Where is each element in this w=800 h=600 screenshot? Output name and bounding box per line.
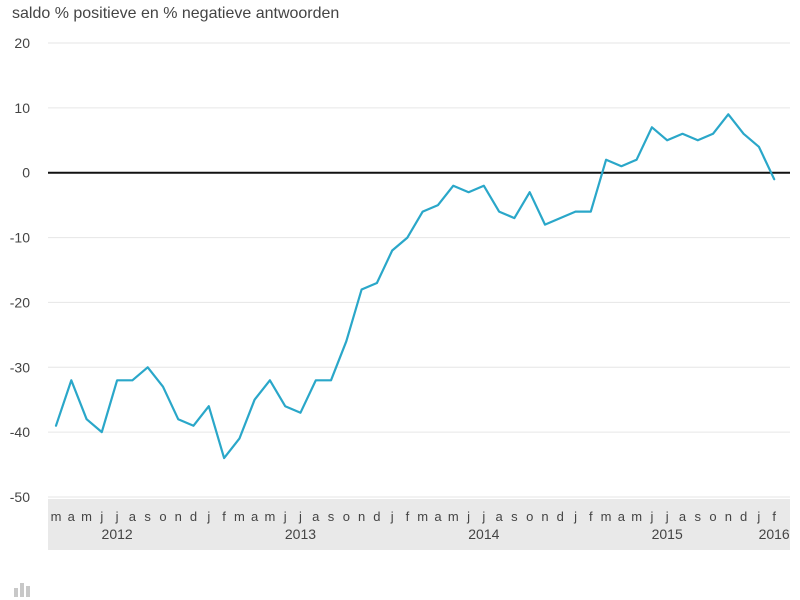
x-tick-label: d — [373, 509, 380, 524]
y-tick-label: 20 — [14, 35, 30, 51]
x-year-label: 2012 — [102, 526, 133, 542]
x-tick-label: j — [206, 509, 210, 524]
x-tick-label: o — [526, 509, 533, 524]
x-year-label: 2013 — [285, 526, 316, 542]
x-tick-label: a — [618, 509, 626, 524]
x-tick-label: j — [756, 509, 760, 524]
x-year-label: 2014 — [468, 526, 499, 542]
x-tick-label: n — [541, 509, 548, 524]
y-tick-label: -40 — [10, 424, 30, 440]
x-tick-label: n — [725, 509, 732, 524]
x-tick-label: f — [222, 509, 226, 524]
x-tick-label: j — [283, 509, 287, 524]
x-tick-label: d — [190, 509, 197, 524]
x-tick-label: f — [406, 509, 410, 524]
x-tick-label: m — [81, 509, 92, 524]
y-tick-label: -20 — [10, 294, 30, 310]
y-tick-label: -50 — [10, 489, 30, 505]
x-tick-label: j — [481, 509, 485, 524]
x-tick-label: f — [589, 509, 593, 524]
x-tick-label: j — [99, 509, 103, 524]
x-year-label: 2016 — [759, 526, 790, 542]
y-tick-label: 0 — [22, 165, 30, 181]
x-tick-label: a — [251, 509, 259, 524]
x-tick-label: o — [709, 509, 716, 524]
x-tick-label: o — [159, 509, 166, 524]
x-tick-label: a — [68, 509, 76, 524]
y-tick-label: -10 — [10, 230, 30, 246]
x-tick-label: o — [343, 509, 350, 524]
x-tick-label: a — [434, 509, 442, 524]
x-axis-band — [48, 499, 790, 550]
x-tick-label: m — [631, 509, 642, 524]
x-tick-label: m — [264, 509, 275, 524]
y-tick-label: -30 — [10, 359, 30, 375]
x-tick-label: j — [390, 509, 394, 524]
x-tick-label: a — [679, 509, 687, 524]
x-tick-label: f — [772, 509, 776, 524]
x-year-label: 2015 — [652, 526, 683, 542]
x-tick-label: s — [328, 509, 335, 524]
x-tick-label: m — [448, 509, 459, 524]
x-tick-label: m — [51, 509, 62, 524]
x-tick-label: s — [511, 509, 518, 524]
x-tick-label: j — [573, 509, 577, 524]
x-tick-label: m — [601, 509, 612, 524]
x-tick-label: j — [665, 509, 669, 524]
x-tick-label: m — [234, 509, 245, 524]
x-tick-label: a — [496, 509, 504, 524]
chart-title: saldo % positieve en % negatieve antwoor… — [12, 5, 340, 22]
x-tick-label: d — [557, 509, 564, 524]
logo-icon — [14, 583, 30, 597]
x-tick-label: j — [649, 509, 653, 524]
y-tick-label: 10 — [14, 100, 30, 116]
x-tick-label: n — [175, 509, 182, 524]
x-tick-label: m — [417, 509, 428, 524]
x-tick-label: j — [466, 509, 470, 524]
x-tick-label: d — [740, 509, 747, 524]
x-tick-label: j — [115, 509, 119, 524]
x-tick-label: s — [695, 509, 702, 524]
x-tick-label: s — [144, 509, 151, 524]
x-tick-label: a — [129, 509, 137, 524]
x-tick-label: n — [358, 509, 365, 524]
series-line — [54, 113, 776, 460]
x-tick-label: a — [312, 509, 320, 524]
x-tick-label: j — [298, 509, 302, 524]
